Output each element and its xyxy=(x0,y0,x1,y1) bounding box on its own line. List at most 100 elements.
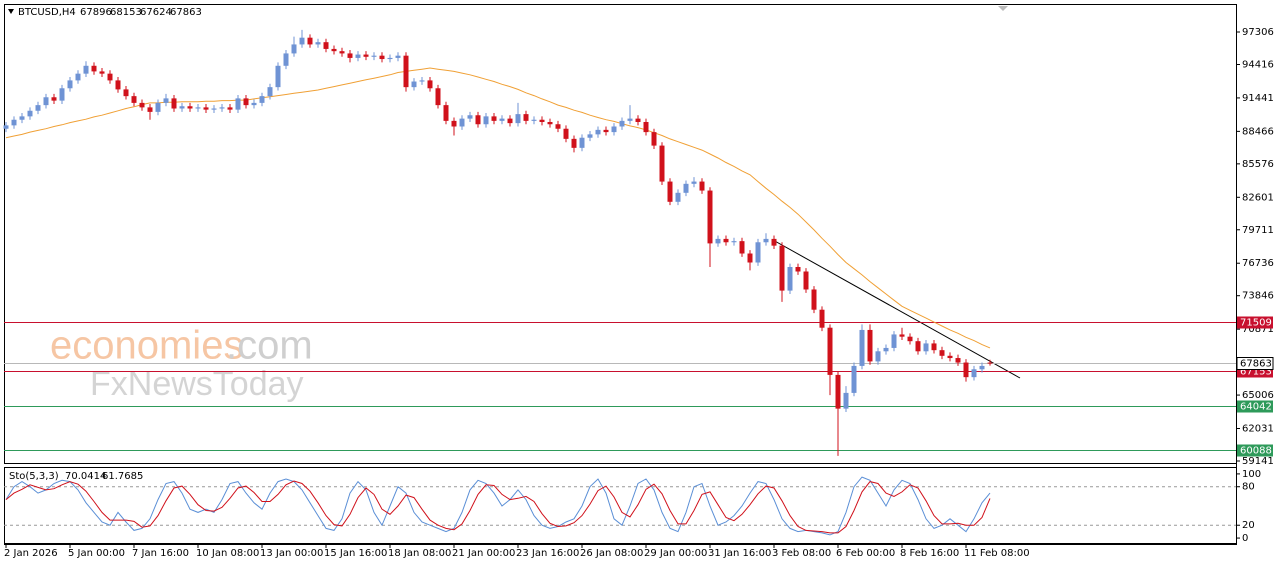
candle-body xyxy=(827,327,833,375)
y-tick-label: 0 xyxy=(1242,533,1248,544)
candle-body xyxy=(899,334,905,337)
y-tick-label: 79711 xyxy=(1242,225,1274,236)
candle-body xyxy=(923,343,929,352)
y-tick-label: 97306 xyxy=(1242,27,1274,38)
candle-body xyxy=(803,271,809,290)
stoch-line xyxy=(5,480,991,534)
candle-body xyxy=(35,105,41,111)
y-tick-label: 70871 xyxy=(1242,324,1274,335)
candle-body xyxy=(515,114,521,124)
trendline xyxy=(772,239,1021,379)
candle-body xyxy=(155,102,161,112)
symbol-label: BTCUSD,H4 xyxy=(18,7,76,18)
candle-body xyxy=(19,116,25,120)
candle-body xyxy=(363,54,369,57)
y-tick-label: 59141 xyxy=(1242,456,1274,467)
candle-body xyxy=(883,347,889,352)
candle-body xyxy=(699,181,705,191)
candle-body xyxy=(283,53,289,66)
candle-body xyxy=(867,329,873,362)
x-tick-label: 26 Jan 08:00 xyxy=(580,548,643,559)
candle-body xyxy=(347,53,353,58)
candle-body xyxy=(355,54,361,58)
level-tag xyxy=(1237,400,1273,413)
candle-body xyxy=(547,121,553,125)
candle-body xyxy=(875,351,881,362)
candle-body xyxy=(299,37,305,45)
candle-body xyxy=(3,125,9,129)
candle-body xyxy=(931,343,937,351)
x-tick-label: 10 Jan 08:00 xyxy=(196,548,259,559)
candle-body xyxy=(507,118,513,124)
candle-body xyxy=(835,374,841,409)
level-label: 71509 xyxy=(1240,318,1272,329)
x-tick-label: 15 Jan 16:00 xyxy=(324,548,387,559)
candle-body xyxy=(427,80,433,89)
candle-body xyxy=(467,115,473,119)
candle-body xyxy=(739,241,745,254)
candle-body xyxy=(659,145,665,182)
candle-body xyxy=(339,51,345,54)
y-tick-label: 91441 xyxy=(1242,93,1274,104)
candle-body xyxy=(211,108,217,110)
candle-body xyxy=(819,309,825,328)
candle-body xyxy=(43,97,49,106)
y-tick-label: 76736 xyxy=(1242,258,1274,269)
y-tick-label: 80 xyxy=(1242,482,1255,493)
candle-body xyxy=(395,55,401,58)
candle-body xyxy=(67,80,73,89)
candle-body xyxy=(563,128,569,139)
candle-body xyxy=(275,65,281,88)
y-tick-label: 85576 xyxy=(1242,159,1274,170)
shift-marker xyxy=(998,6,1008,11)
stoch-d-value: 61.7685 xyxy=(102,471,143,482)
candle-body xyxy=(219,107,225,109)
candle-body xyxy=(555,124,561,129)
ohlc-low: 67624 xyxy=(140,7,172,18)
candle-body xyxy=(483,116,489,125)
candle-body xyxy=(147,107,153,112)
candle-body xyxy=(371,55,377,57)
moving-average xyxy=(5,67,991,349)
candle-body xyxy=(499,118,505,121)
current-price-tag xyxy=(1236,357,1274,370)
candle-body xyxy=(259,96,265,103)
x-tick-label: 5 Jan 00:00 xyxy=(68,548,125,559)
stoch-line xyxy=(5,476,991,536)
x-tick-label: 13 Jan 00:00 xyxy=(260,548,323,559)
candle-body xyxy=(179,106,185,109)
candle-body xyxy=(27,110,33,117)
candle-body xyxy=(619,120,625,127)
candle-body xyxy=(323,42,329,49)
stoch-frame xyxy=(4,467,1237,544)
ohlc-open: 67896 xyxy=(80,7,112,18)
candle-body xyxy=(747,253,753,263)
candle-body xyxy=(723,238,729,243)
stoch-name: Sto(5,3,3) xyxy=(9,471,59,482)
candle-body xyxy=(627,118,633,121)
y-tick-label: 88466 xyxy=(1242,126,1274,137)
candle-body xyxy=(939,350,945,356)
ohlc-high: 68153 xyxy=(110,7,142,18)
candle-body xyxy=(643,121,649,133)
candle-body xyxy=(291,44,297,54)
candle-body xyxy=(611,126,617,133)
candle-body xyxy=(435,88,441,106)
candle-body xyxy=(963,362,969,378)
candle-body xyxy=(971,369,977,378)
candle-body xyxy=(451,120,457,127)
candle-body xyxy=(187,106,193,109)
candle-body xyxy=(787,266,793,291)
candle-body xyxy=(171,98,177,109)
candle-body xyxy=(523,114,529,121)
level-label: 60088 xyxy=(1240,446,1272,457)
candle-body xyxy=(99,71,105,74)
candle-body xyxy=(419,80,425,82)
candle-body xyxy=(587,134,593,138)
y-tick-label: 94416 xyxy=(1242,59,1274,70)
candle-body xyxy=(403,55,409,88)
candle-body xyxy=(843,392,849,409)
x-tick-label: 31 Jan 16:00 xyxy=(708,548,771,559)
candle-body xyxy=(979,365,985,370)
